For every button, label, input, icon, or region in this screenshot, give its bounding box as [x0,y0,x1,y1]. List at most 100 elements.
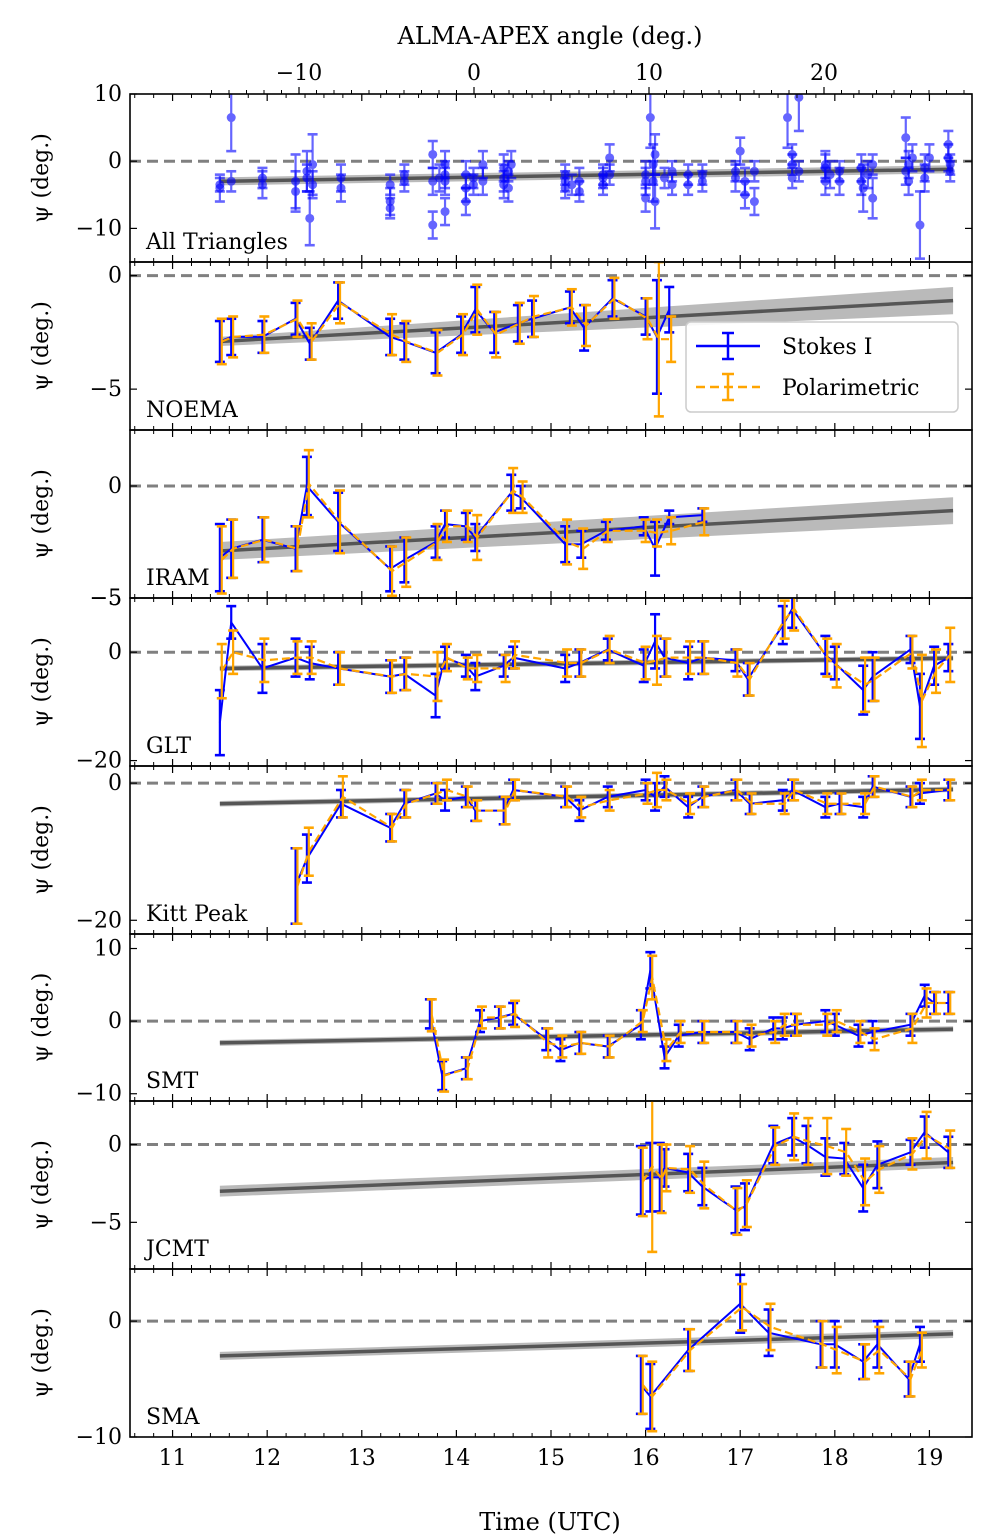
plot-area [130,1101,972,1254]
data-marker [924,153,934,163]
data-marker [605,153,615,163]
data-marker [915,220,925,230]
x-tick-label: 19 [915,1446,943,1471]
plot-area [130,94,972,260]
y-tick-label: −10 [76,1425,122,1450]
y-axis-label: ψ (deg.) [29,1308,54,1398]
data-point [645,94,656,150]
panel-label: All Triangles [145,230,288,255]
data-marker [697,176,707,186]
data-marker [302,166,312,176]
data-marker [461,197,471,207]
data-marker [749,197,759,207]
top-tick-label: 0 [467,61,481,86]
data-marker [440,176,450,186]
data-point [867,176,878,220]
data-marker [506,160,516,170]
data-marker [428,149,438,159]
panel-smt: −10 0 10 ψ (deg.) SMT [29,933,973,1107]
y-tick-label: 10 [94,82,122,107]
x-tick-label: 11 [159,1446,187,1471]
data-point [304,190,315,247]
data-point [460,186,471,217]
data-marker [215,183,225,193]
data-point [427,210,438,240]
fit-line [219,1160,954,1193]
panel-noema: −5 0 ψ (deg.) NOEMA Stokes I Polarimetric [29,261,973,431]
data-point [650,133,661,176]
panel-iram: −5 0 ψ (deg.) IRAM [29,429,973,611]
x-tick-label: 14 [442,1446,470,1471]
data-marker [904,160,914,170]
y-axis-label: ψ (deg.) [29,637,54,727]
panel-sma: −10 0 ψ (deg.) SMA [29,1268,973,1450]
data-point [257,169,268,200]
data-marker [226,176,236,186]
panel-all-triangles: −10 0 10 ψ (deg.) All Triangles [29,82,973,263]
data-marker [794,166,804,176]
data-marker [308,160,318,170]
top-tick-label: 10 [635,61,663,86]
x-tick-label: 17 [726,1446,754,1471]
data-point [385,196,396,220]
y-axis-label: ψ (deg.) [29,1140,54,1230]
polarimetric-series-line [221,296,672,355]
panels: −10 0 10 ψ (deg.) All Triangles −5 0 ψ (deg.) NO… [29,61,973,1471]
data-point [659,166,670,190]
data-marker [660,173,670,183]
data-marker [399,170,409,180]
polarimetric-series-line [296,785,951,887]
data-marker [291,186,301,196]
y-tick-label: 0 [108,640,122,665]
data-marker [650,149,660,159]
data-marker [907,153,917,163]
x-tick-label: 13 [348,1446,376,1471]
panel-label: Kitt Peak [146,902,248,927]
x-tick-label: 15 [537,1446,565,1471]
plot-area [130,448,972,598]
data-point [226,169,237,193]
data-point [945,159,956,183]
data-point [226,94,237,153]
y-axis-label: ψ (deg.) [29,301,54,391]
data-marker [503,183,513,193]
data-point [697,169,708,193]
plot-area [130,598,972,757]
data-marker [835,166,845,176]
data-marker [667,180,677,190]
data-point [667,173,678,197]
data-marker [825,170,835,180]
fit-line [219,787,954,806]
data-marker [336,183,346,193]
y-tick-label: 0 [108,1009,122,1034]
data-marker [385,203,395,213]
data-marker [787,149,797,159]
data-point [907,143,918,173]
data-point [793,94,804,133]
top-tick-label: 20 [810,61,838,86]
data-marker [730,173,740,183]
data-marker [428,220,438,230]
y-axis-label: ψ (deg.) [29,133,54,223]
top-axis-label: ALMA-APEX angle (deg.) [397,22,703,50]
data-marker [650,197,660,207]
data-point [825,159,836,190]
panel-label: IRAM [146,566,210,591]
x-tick-label: 12 [253,1446,281,1471]
data-point [399,163,410,187]
data-marker [257,180,267,190]
data-marker [868,193,878,203]
panel-frame [129,597,973,767]
y-tick-label: −5 [90,586,122,611]
legend-polar-label: Polarimetric [782,376,919,401]
plot-area [130,950,972,1093]
y-axis-label: ψ (deg.) [29,973,54,1063]
data-marker [428,176,438,186]
data-point [307,169,318,200]
x-tick-label: 16 [632,1446,660,1471]
data-marker [945,166,955,176]
data-point [214,173,225,203]
data-point [560,163,571,187]
panel-frame [129,933,973,1102]
